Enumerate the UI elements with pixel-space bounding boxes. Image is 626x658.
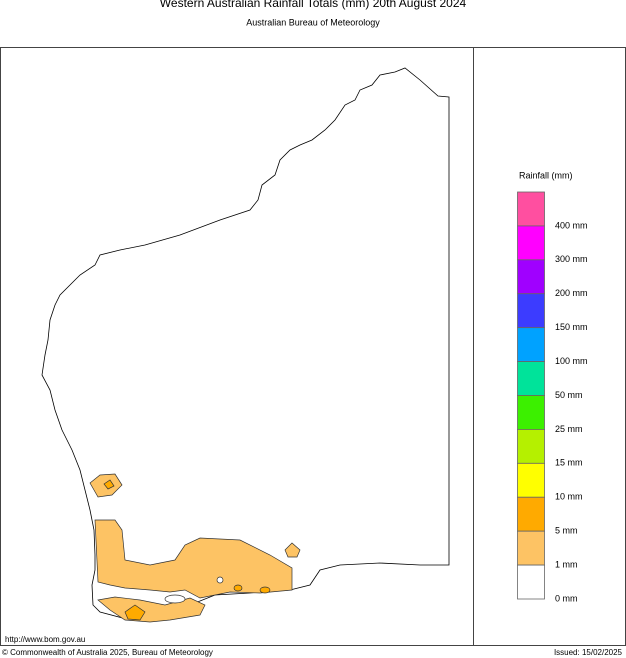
map [41,67,450,623]
legend-swatch [517,191,545,227]
legend-swatch [517,564,545,600]
legend-swatch [517,259,545,295]
legend-title: Rainfall (mm) [519,170,573,180]
rain-area [284,542,301,558]
legend-label: 400 mm [555,220,588,230]
legend-swatch [517,395,545,430]
rain-areas [89,473,301,623]
footer-copyright: © Commonwealth of Australia 2025, Bureau… [2,648,213,657]
footer-issued: Issued: 15/02/2025 [554,648,623,657]
legend-label: 50 mm [555,390,583,400]
rain-area [97,596,206,623]
legend-label: 5 mm [555,526,578,536]
legend-swatch [517,462,545,498]
legend-label: 0 mm [555,593,578,603]
legend-label: 10 mm [555,492,583,502]
legend-swatch [517,496,545,532]
rain-area [94,519,293,599]
legend-swatch [517,530,545,566]
legend-swatch [517,293,545,329]
legend-label: 15 mm [555,458,583,468]
rain-area-heavy [124,604,146,621]
dry-spot [216,576,224,584]
legend-swatch [517,327,545,362]
legend: 400 mm 300 mm 200 mm 150 mm 100 mm 50 mm 25 mm… [517,191,588,603]
subtitle: Australian Bureau of Meteorology [246,17,380,27]
legend-label: 25 mm [555,424,583,434]
rain-area-heavy [259,586,271,594]
legend-label: 100 mm [555,356,588,366]
legend-label: 300 mm [555,254,588,264]
legend-swatch [517,361,545,396]
footer-url: http://www.bom.gov.au [5,635,85,644]
title: Western Australian Rainfall Totals (mm) … [160,0,467,10]
legend-label: 1 mm [555,559,578,569]
rain-area-heavy [103,479,115,490]
legend-label: 200 mm [555,288,588,298]
legend-label: 150 mm [555,322,588,332]
dry-spot [164,594,186,604]
legend-frame [473,47,626,646]
legend-swatch [517,225,545,261]
legend-swatch [517,429,545,464]
rain-area-heavy [233,584,243,592]
